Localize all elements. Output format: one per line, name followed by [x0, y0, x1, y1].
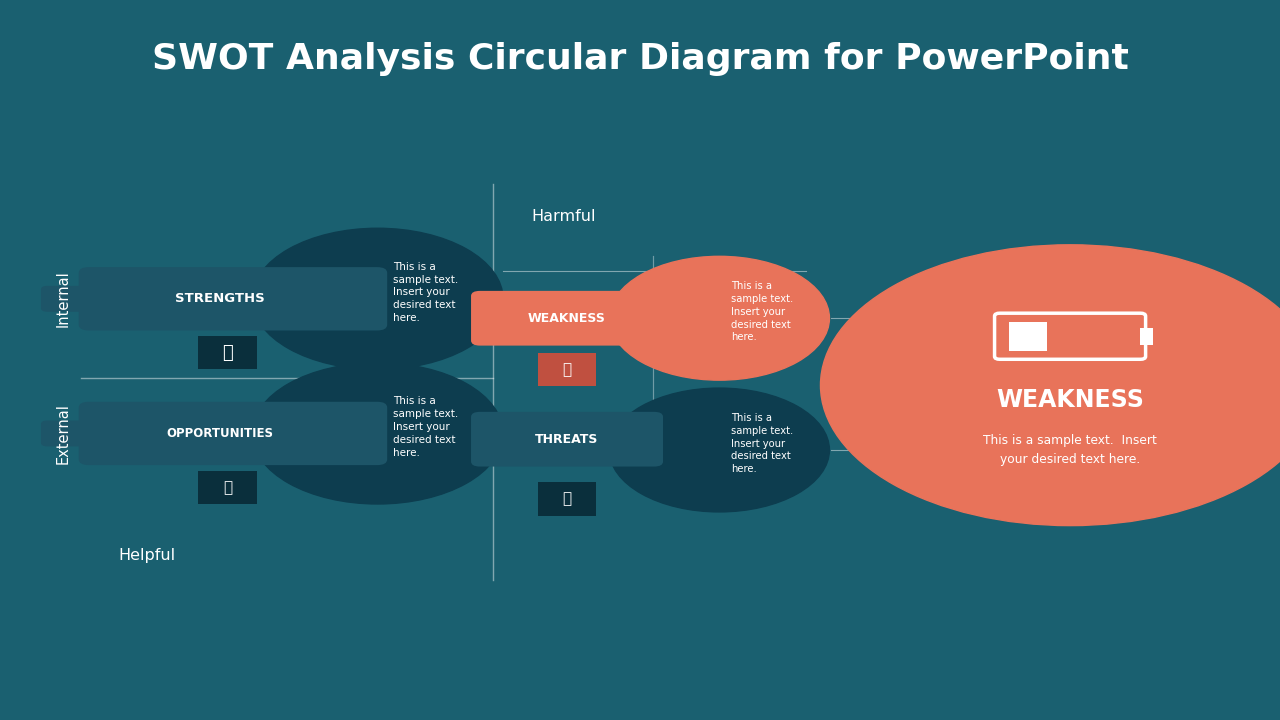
Text: ✊: ✊: [223, 344, 233, 361]
Text: WEAKNESS: WEAKNESS: [529, 312, 605, 325]
Text: Internal: Internal: [55, 271, 70, 327]
Circle shape: [252, 363, 503, 504]
Text: External: External: [55, 403, 70, 464]
Bar: [1009, 322, 1047, 351]
Bar: [538, 482, 596, 516]
Text: This is a
sample text.
Insert your
desired text
here.: This is a sample text. Insert your desir…: [731, 413, 794, 474]
Bar: [538, 353, 596, 386]
Bar: [198, 471, 257, 504]
Circle shape: [252, 228, 503, 369]
Circle shape: [609, 388, 829, 512]
Text: 🪫: 🪫: [562, 362, 572, 377]
Circle shape: [609, 256, 829, 380]
Text: This is a
sample text.
Insert your
desired text
here.: This is a sample text. Insert your desir…: [393, 261, 458, 323]
FancyBboxPatch shape: [78, 402, 387, 465]
Text: This is a
sample text.
Insert your
desired text
here.: This is a sample text. Insert your desir…: [393, 396, 458, 458]
Text: OPPORTUNITIES: OPPORTUNITIES: [166, 427, 274, 440]
Text: This is a sample text.  Insert
your desired text here.: This is a sample text. Insert your desir…: [983, 434, 1157, 466]
FancyBboxPatch shape: [471, 412, 663, 467]
FancyBboxPatch shape: [471, 291, 663, 346]
Text: THREATS: THREATS: [535, 433, 599, 446]
FancyBboxPatch shape: [41, 286, 131, 312]
Text: 🤝: 🤝: [223, 480, 233, 495]
FancyBboxPatch shape: [41, 420, 131, 446]
Text: Harmful: Harmful: [531, 209, 595, 223]
Text: Helpful: Helpful: [119, 549, 175, 563]
Text: STRENGTHS: STRENGTHS: [175, 292, 265, 305]
Text: This is a
sample text.
Insert your
desired text
here.: This is a sample text. Insert your desir…: [731, 281, 794, 343]
Bar: [198, 336, 257, 369]
Text: 🔥: 🔥: [562, 492, 572, 506]
Text: WEAKNESS: WEAKNESS: [996, 387, 1144, 412]
Text: SWOT Analysis Circular Diagram for PowerPoint: SWOT Analysis Circular Diagram for Power…: [151, 42, 1129, 76]
Circle shape: [820, 245, 1280, 526]
FancyBboxPatch shape: [78, 267, 387, 330]
Bar: [1140, 328, 1153, 345]
